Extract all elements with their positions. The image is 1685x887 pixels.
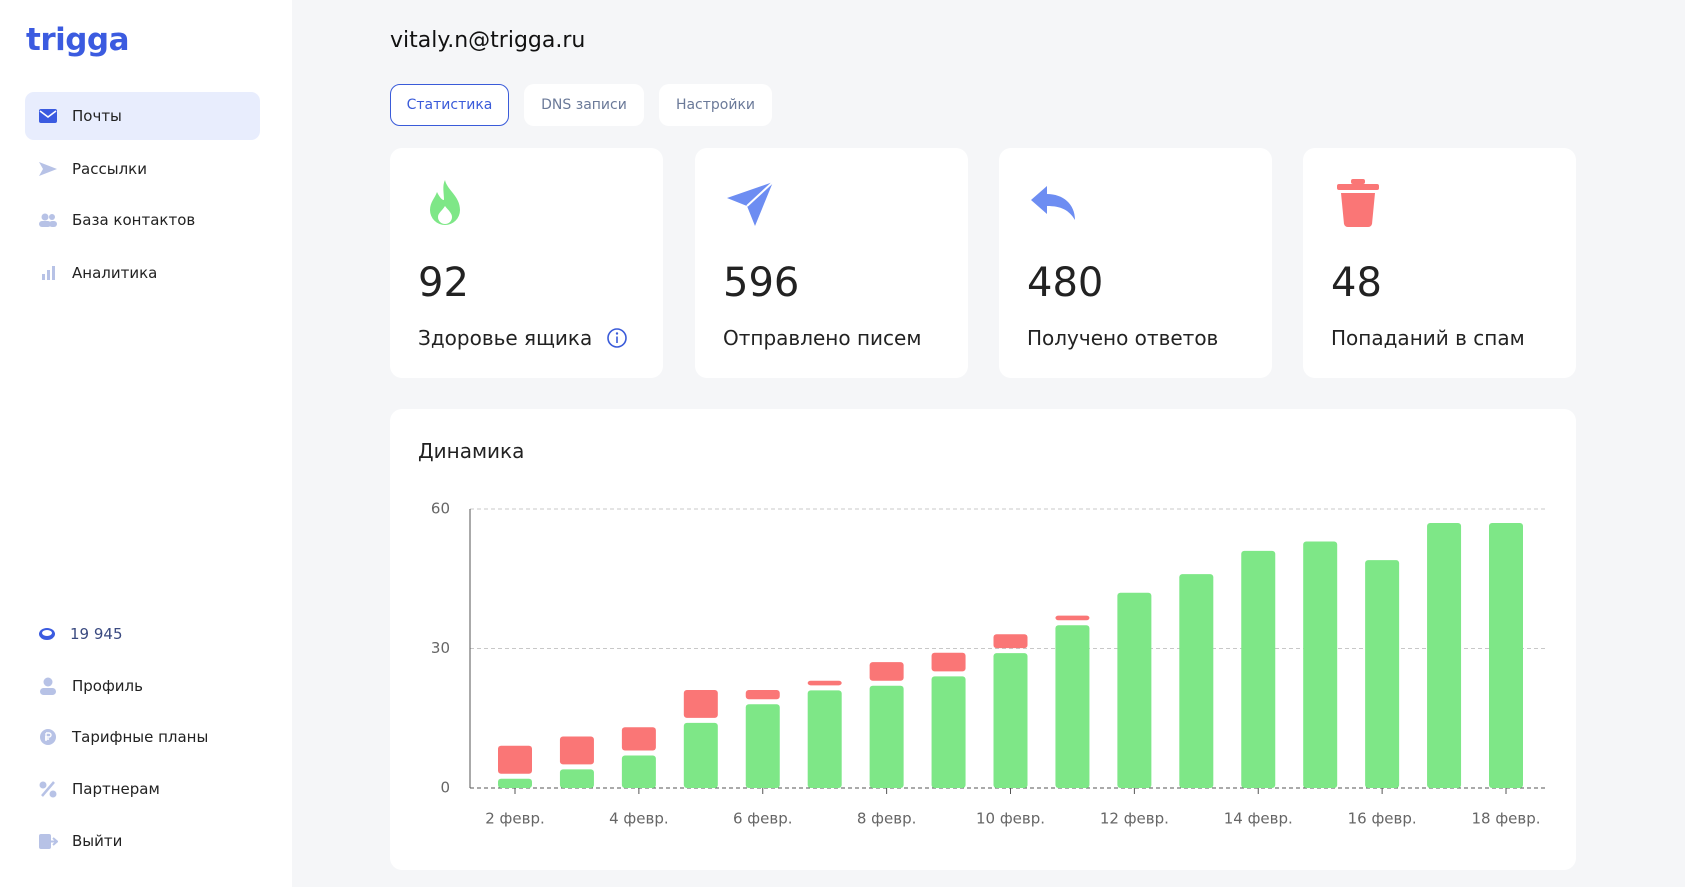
x-tick-label: 10 февр. — [976, 810, 1045, 828]
stat-label: Отправлено писем — [723, 326, 922, 350]
bar-segment — [1427, 522, 1462, 788]
nav-item[interactable]: База контактов — [25, 196, 260, 244]
y-tick-label: 60 — [431, 500, 450, 518]
tab[interactable]: Настройки — [659, 84, 772, 126]
icon — [39, 109, 57, 123]
icon — [40, 729, 56, 745]
bar-segment — [621, 727, 656, 751]
chart-title: Динамика — [418, 439, 525, 463]
logo[interactable]: trigga — [26, 22, 130, 58]
bar-segment — [683, 722, 718, 788]
stat-card: 48 Попаданий в спам — [1303, 148, 1576, 378]
stat-label-text: Здоровье ящика — [418, 326, 593, 350]
bar-segment — [931, 652, 966, 672]
icon-trash — [1337, 179, 1379, 227]
menu-label: Тарифные планы — [72, 728, 209, 746]
icon-send — [727, 181, 774, 226]
menu-label: Выйти — [72, 832, 123, 850]
stat-card: 480 Получено ответов — [999, 148, 1272, 378]
nav-item[interactable]: Аналитика — [25, 249, 260, 297]
bar-segment — [807, 690, 842, 788]
bar-segment — [1055, 615, 1090, 621]
nav-label: Аналитика — [72, 264, 158, 282]
menu-item[interactable]: Тарифные планы — [25, 713, 260, 761]
x-tick-label: 12 февр. — [1100, 810, 1169, 828]
stat-card: 92 Здоровье ящика — [390, 148, 663, 378]
nav-label: База контактов — [72, 211, 196, 229]
stat-value: 596 — [723, 260, 800, 306]
nav-item[interactable]: Рассылки — [25, 145, 260, 193]
bar-segment — [993, 634, 1028, 649]
y-tick-label: 0 — [440, 779, 450, 797]
stat-value: 48 — [1331, 260, 1382, 306]
stat-label: Получено ответов — [1027, 326, 1219, 350]
y-tick-label: 30 — [431, 639, 450, 657]
tab[interactable]: Статистика — [390, 84, 509, 126]
tab[interactable]: DNS записи — [524, 84, 644, 126]
bar-segment — [683, 690, 718, 718]
bar-segment — [498, 745, 532, 774]
icon — [39, 213, 57, 227]
bar-segment — [1179, 574, 1214, 788]
stat-label: Здоровье ящика — [418, 326, 628, 350]
bar-segment — [1303, 541, 1338, 788]
icon-fire — [430, 180, 460, 225]
icon — [42, 266, 55, 280]
stat-label: Попаданий в спам — [1331, 326, 1525, 350]
bar-segment — [498, 778, 532, 788]
bar-segment — [869, 662, 904, 681]
bar-segment — [807, 680, 842, 686]
icon — [39, 834, 58, 849]
icon — [39, 781, 57, 798]
x-tick-label: 4 февр. — [609, 810, 669, 828]
bar-segment — [745, 704, 780, 788]
stat-value: 480 — [1027, 260, 1104, 306]
menu-label: Профиль — [72, 677, 143, 695]
stat-card: 596 Отправлено писем — [695, 148, 968, 378]
stat-value: 92 — [418, 260, 469, 306]
x-tick-label: 14 февр. — [1224, 810, 1293, 828]
bar-segment — [1365, 560, 1400, 788]
x-tick-label: 8 февр. — [857, 810, 917, 828]
bar-segment — [1117, 592, 1152, 788]
chart: 0 30 60 2 февр. 4 февр. 6 февр. 8 февр. 10 февр… — [431, 500, 1548, 828]
bar-segment — [559, 769, 594, 788]
menu-item[interactable]: Партнерам — [25, 765, 260, 813]
nav-item[interactable]: Почты — [25, 92, 260, 140]
bar-segment — [621, 755, 656, 788]
x-tick-label: 6 февр. — [733, 810, 793, 828]
email: vitaly.n@trigga.ru — [390, 28, 586, 53]
bar-segment — [1489, 522, 1523, 788]
nav-label: Рассылки — [72, 160, 147, 178]
bar-segment — [869, 685, 904, 788]
bar-segment — [993, 653, 1028, 788]
balance-value: 19 945 — [70, 625, 123, 643]
icon — [40, 677, 56, 695]
balance: 19 945 — [25, 610, 260, 658]
bar-segment — [559, 736, 594, 765]
icon-reply — [1031, 186, 1075, 220]
menu-label: Партнерам — [72, 780, 160, 798]
chart-card: Динамика 0 30 60 2 февр. 4 февр. 6 февр. 8 фев… — [390, 409, 1576, 870]
icon — [39, 628, 55, 640]
x-tick-label: 2 февр. — [485, 810, 545, 828]
x-tick-label: 18 февр. — [1471, 810, 1540, 828]
menu-item[interactable]: Выйти — [25, 817, 260, 865]
bar-segment — [745, 690, 780, 700]
info-icon[interactable] — [606, 327, 628, 349]
x-tick-label: 16 февр. — [1348, 810, 1417, 828]
nav-label: Почты — [72, 107, 122, 125]
bar-segment — [931, 676, 966, 788]
bar-segment — [1055, 625, 1090, 788]
menu-item[interactable]: Профиль — [25, 662, 260, 710]
sidebar: trigga Почты Рассылки База контактов Ана… — [0, 0, 292, 887]
bar-segment — [1241, 550, 1276, 788]
icon — [39, 162, 57, 176]
